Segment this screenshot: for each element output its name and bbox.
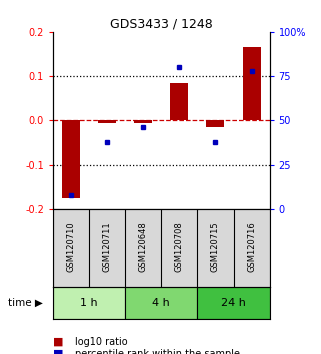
Text: percentile rank within the sample: percentile rank within the sample (75, 349, 240, 354)
Text: GSM120711: GSM120711 (103, 221, 112, 272)
Bar (98, 120, 116, 122)
Text: 1 h: 1 h (80, 298, 98, 308)
Text: ■: ■ (53, 349, 64, 354)
Bar (243, 47, 261, 120)
Bar (62, 120, 80, 198)
Bar (170, 83, 188, 120)
Text: GSM120715: GSM120715 (211, 221, 220, 272)
Text: GSM120710: GSM120710 (66, 221, 75, 272)
Text: GSM120716: GSM120716 (247, 221, 256, 272)
Text: 4 h: 4 h (152, 298, 170, 308)
Bar (134, 120, 152, 122)
Text: 24 h: 24 h (221, 298, 246, 308)
Text: GSM120648: GSM120648 (139, 221, 148, 272)
Bar (125, 287, 197, 319)
Text: log10 ratio: log10 ratio (75, 337, 128, 347)
Bar (197, 287, 270, 319)
Bar (206, 120, 224, 127)
Text: time ▶: time ▶ (8, 298, 43, 308)
Text: ■: ■ (53, 337, 64, 347)
Text: GSM120708: GSM120708 (175, 221, 184, 272)
Title: GDS3433 / 1248: GDS3433 / 1248 (110, 18, 213, 31)
Bar (53, 287, 125, 319)
